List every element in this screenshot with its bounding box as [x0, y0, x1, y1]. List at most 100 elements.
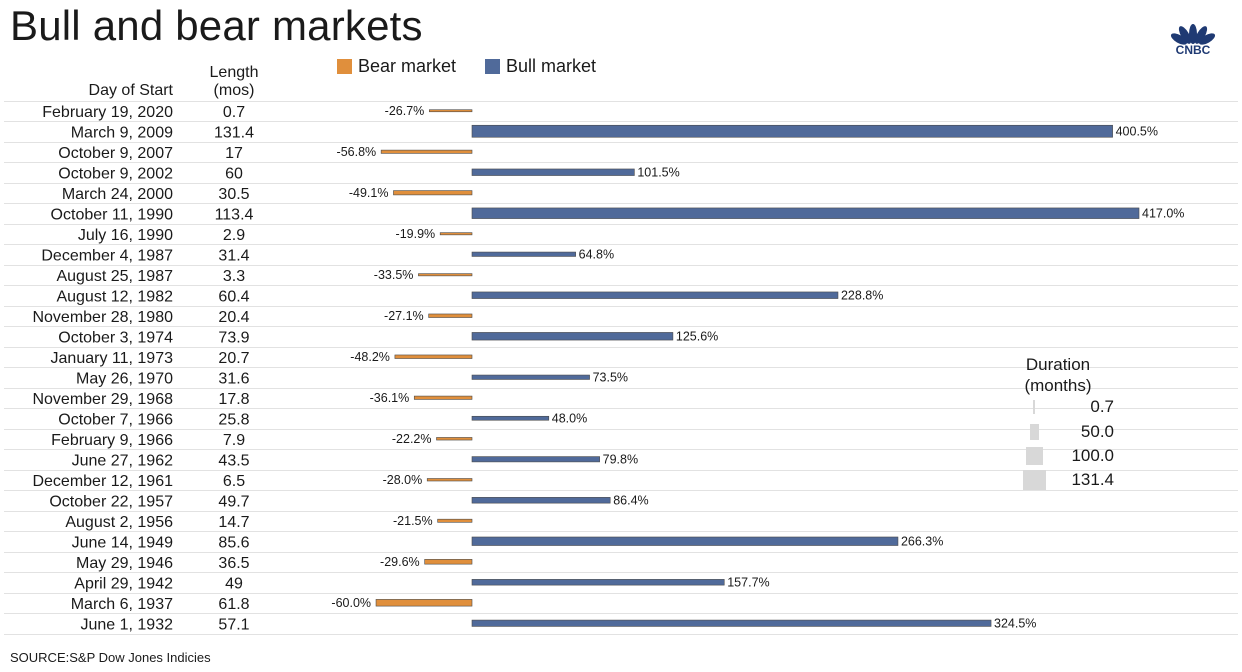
duration-legend-value: 50.0	[1080, 422, 1114, 441]
row-date-label: August 25, 1987	[56, 268, 173, 285]
row-length-label: 20.7	[218, 350, 249, 367]
bull-bar	[471, 291, 839, 299]
bear-bar-label: -19.9%	[396, 227, 436, 241]
bear-bar-label: -21.5%	[393, 514, 433, 528]
header-length-line1: Length	[209, 64, 259, 81]
bear-bar-label: -29.6%	[380, 555, 420, 569]
bear-bar	[436, 437, 473, 441]
row-date-label: June 1, 1932	[80, 616, 173, 633]
bull-bar	[471, 415, 550, 421]
legend-swatch-bull	[485, 59, 500, 74]
bull-bar	[471, 124, 1113, 138]
bull-bar	[471, 497, 611, 504]
duration-legend-title: Duration (months)	[1012, 354, 1104, 396]
row-date-label: December 4, 1987	[41, 247, 173, 264]
cnbc-peacock-logo: CNBC	[1170, 24, 1216, 56]
legend-label-bull: Bull market	[506, 56, 597, 76]
bear-bar	[380, 149, 473, 154]
bear-bar	[439, 232, 473, 236]
row-length-label: 30.5	[218, 186, 249, 203]
bull-bar-label: 324.5%	[994, 616, 1036, 630]
bear-bar-label: -22.2%	[392, 432, 432, 446]
row-length-label: 14.7	[218, 514, 249, 531]
row-length-label: 57.1	[218, 616, 249, 633]
row-length-label: 131.4	[214, 124, 254, 141]
row-date-label: March 6, 1937	[71, 596, 173, 613]
bull-bar-label: 64.8%	[579, 247, 614, 261]
duration-legend-title-line1: Duration	[1025, 355, 1091, 374]
bear-bar	[375, 599, 473, 607]
bull-bar-label: 266.3%	[901, 534, 943, 548]
legend-item-bull: Bull market	[485, 56, 596, 77]
bull-bar	[471, 251, 576, 257]
duration-legend-row: 50.0	[1012, 422, 1132, 442]
row-date-label: November 29, 1968	[32, 391, 173, 408]
bull-bar-label: 86.4%	[613, 493, 648, 507]
row-length-label: 85.6	[218, 534, 249, 551]
bull-bar	[471, 619, 992, 627]
bear-bar-label: -33.5%	[374, 268, 414, 282]
row-date-label: April 29, 1942	[74, 575, 173, 592]
duration-legend-box	[1023, 470, 1046, 490]
row-length-label: 49	[225, 575, 243, 592]
bear-bar	[424, 559, 473, 565]
bull-bar	[471, 168, 635, 176]
header-length: Length (mos)	[196, 64, 272, 100]
row-length-label: 31.6	[218, 370, 249, 387]
row-date-label: August 12, 1982	[56, 288, 173, 305]
duration-legend-value: 0.7	[1090, 397, 1114, 416]
row-length-label: 60.4	[218, 288, 249, 305]
bull-bar-label: 400.5%	[1116, 124, 1158, 138]
row-date-label: February 19, 2020	[42, 104, 173, 121]
row-date-label: October 9, 2002	[58, 165, 173, 182]
row-length-label: 49.7	[218, 493, 249, 510]
bull-bar	[471, 536, 899, 546]
row-length-label: 6.5	[223, 473, 245, 490]
row-date-label: October 3, 1974	[58, 329, 173, 346]
bear-bar	[428, 313, 473, 318]
row-date-label: October 7, 1966	[58, 411, 173, 428]
row-date-label: July 16, 1990	[78, 227, 173, 244]
row-length-label: 60	[225, 165, 243, 182]
bear-bar	[428, 109, 473, 113]
bull-bar-label: 101.5%	[637, 165, 679, 179]
duration-legend-box	[1026, 447, 1043, 465]
row-date-label: June 14, 1949	[72, 534, 174, 551]
bull-bar	[471, 374, 590, 380]
row-date-label: June 27, 1962	[72, 452, 174, 469]
row-date-label: November 28, 1980	[32, 309, 173, 326]
duration-legend-title-line2: (months)	[1024, 376, 1092, 395]
bear-bar	[418, 273, 473, 277]
row-date-label: March 24, 2000	[62, 186, 173, 203]
row-length-label: 43.5	[218, 452, 249, 469]
bull-bar	[471, 579, 725, 586]
bear-bar	[437, 518, 473, 523]
row-date-label: January 11, 1973	[51, 350, 174, 367]
row-length-label: 31.4	[218, 247, 249, 264]
row-length-label: 17	[225, 145, 243, 162]
row-length-label: 7.9	[223, 432, 245, 449]
bear-bar-label: -28.0%	[383, 473, 423, 487]
row-date-label: May 29, 1946	[76, 555, 173, 572]
row-date-label: May 26, 1970	[76, 370, 173, 387]
bull-bar	[471, 332, 674, 341]
chart-title: Bull and bear markets	[10, 2, 423, 49]
bull-bar-label: 79.8%	[603, 452, 638, 466]
header-length-line2: (mos)	[213, 82, 255, 99]
bear-bar-label: -36.1%	[370, 391, 410, 405]
duration-legend-box	[1030, 424, 1039, 440]
row-length-label: 61.8	[218, 596, 249, 613]
row-length-label: 73.9	[218, 329, 249, 346]
svg-text:CNBC: CNBC	[1176, 43, 1211, 56]
legend-item-bear: Bear market	[337, 56, 456, 77]
bull-bar	[471, 207, 1140, 219]
row-length-label: 113.4	[215, 206, 254, 223]
duration-legend-value: 131.4	[1071, 470, 1114, 489]
legend-label-bear: Bear market	[358, 56, 457, 76]
bear-bar	[393, 190, 473, 196]
bull-bar-label: 48.0%	[552, 411, 587, 425]
duration-legend-box	[1033, 400, 1035, 414]
row-length-label: 2.9	[223, 227, 245, 244]
row-length-label: 0.7	[223, 104, 245, 121]
